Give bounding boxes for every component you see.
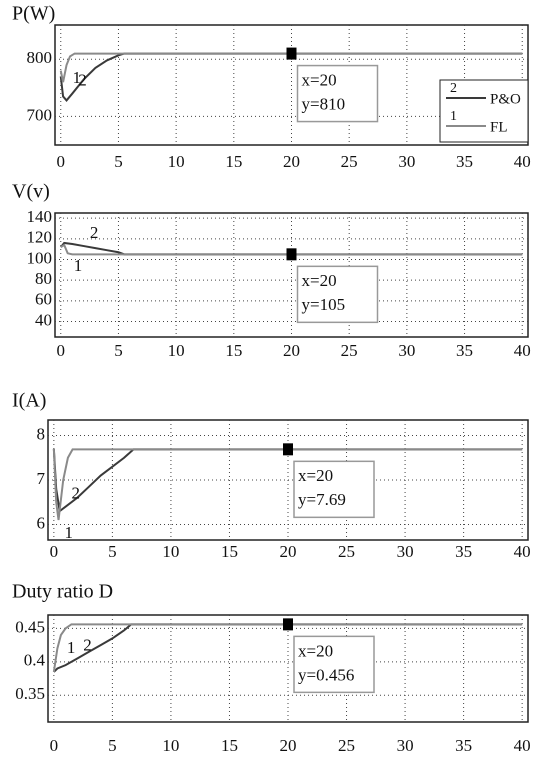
y-tick-label: 0.35: [15, 684, 45, 703]
x-tick-label: 20: [283, 152, 300, 171]
x-tick-label: 15: [225, 152, 242, 171]
x-tick-label: 0: [57, 152, 66, 171]
y-tick-label: 40: [35, 310, 52, 329]
x-tick-label: 10: [168, 341, 185, 360]
curve-label: 2: [78, 70, 87, 89]
y-tick-label: 100: [27, 248, 53, 267]
x-tick-label: 25: [338, 542, 355, 561]
x-tick-label: 0: [50, 736, 59, 755]
y-tick-label: 80: [35, 269, 52, 288]
y-tick-label: 700: [27, 105, 53, 124]
y-tick-label: 120: [27, 228, 53, 247]
datatip-marker: [286, 248, 297, 261]
x-tick-label: 40: [514, 542, 531, 561]
x-tick-label: 5: [114, 341, 123, 360]
y-axis-label: V(v): [12, 181, 50, 203]
x-tick-label: 15: [221, 736, 238, 755]
x-tick-label: 10: [168, 152, 185, 171]
x-tick-label: 30: [398, 152, 415, 171]
plot-area: [54, 212, 529, 338]
x-tick-label: 30: [397, 542, 414, 561]
x-tick-label: 15: [221, 542, 238, 561]
y-tick-label: 140: [27, 207, 53, 226]
y-axis-label: I(A): [12, 390, 46, 412]
x-tick-label: 25: [338, 736, 355, 755]
datatip-label: y=810: [302, 94, 346, 113]
x-tick-label: 5: [108, 736, 117, 755]
x-tick-label: 10: [162, 736, 179, 755]
datatip-label: y=7.69: [298, 490, 346, 509]
datatip-label: x=20: [298, 641, 333, 660]
x-tick-label: 40: [514, 152, 531, 171]
y-tick-label: 800: [27, 48, 53, 67]
curve-label: 1: [65, 523, 74, 542]
legend-label: P&O: [490, 91, 521, 107]
data-line: [59, 52, 523, 83]
y-tick-label: 60: [35, 290, 52, 309]
x-tick-label: 35: [456, 341, 473, 360]
data-line: [52, 448, 523, 513]
curve-label: 2: [83, 635, 92, 654]
x-tick-label: 0: [57, 341, 66, 360]
x-tick-label: 10: [162, 542, 179, 561]
datatip-label: x=20: [302, 271, 337, 290]
x-tick-label: 35: [456, 152, 473, 171]
datatip-label: x=20: [302, 70, 337, 89]
y-tick-label: 8: [37, 424, 46, 443]
x-tick-label: 30: [398, 341, 415, 360]
x-tick-label: 20: [283, 341, 300, 360]
x-tick-label: 15: [225, 341, 242, 360]
legend-number: 2: [450, 81, 457, 96]
curve-label: 2: [72, 484, 81, 503]
x-tick-label: 20: [280, 542, 297, 561]
x-tick-label: 25: [341, 341, 358, 360]
legend-box: [439, 79, 529, 143]
data-line: [60, 243, 523, 256]
datatip-label: x=20: [298, 466, 333, 485]
curve-label: 1: [73, 68, 82, 87]
x-tick-label: 35: [455, 542, 472, 561]
datatip-marker: [286, 47, 297, 60]
x-tick-label: 40: [514, 341, 531, 360]
data-line: [52, 623, 523, 672]
datatip-label: y=105: [302, 295, 346, 314]
x-tick-label: 5: [108, 542, 117, 561]
datatip-box: [293, 460, 375, 519]
datatip-box: [296, 64, 379, 123]
y-tick-label: 0.4: [24, 651, 46, 670]
curve-label: 1: [74, 256, 83, 275]
datatip-marker: [283, 443, 293, 456]
x-tick-label: 35: [455, 736, 472, 755]
y-tick-label: 7: [37, 469, 46, 488]
y-tick-label: 6: [37, 513, 46, 532]
x-tick-label: 20: [280, 736, 297, 755]
data-line: [53, 623, 523, 673]
curve-label: 1: [67, 638, 76, 657]
datatip-box: [293, 635, 375, 694]
y-tick-label: 0.45: [15, 617, 45, 636]
x-tick-label: 40: [514, 736, 531, 755]
x-tick-label: 0: [50, 542, 59, 561]
x-tick-label: 25: [341, 152, 358, 171]
data-line: [52, 448, 523, 521]
plot-area: [47, 614, 529, 723]
datatip-label: y=0.456: [298, 665, 354, 684]
curve-label: 2: [90, 223, 99, 242]
y-axis-label: Duty ratio D: [12, 581, 113, 603]
legend-label: FL: [490, 119, 508, 135]
x-tick-label: 30: [397, 736, 414, 755]
legend-number: 1: [450, 109, 457, 124]
datatip-box: [296, 265, 379, 324]
datatip-marker: [283, 618, 293, 631]
x-tick-label: 5: [114, 152, 123, 171]
y-axis-label: P(W): [12, 3, 55, 25]
